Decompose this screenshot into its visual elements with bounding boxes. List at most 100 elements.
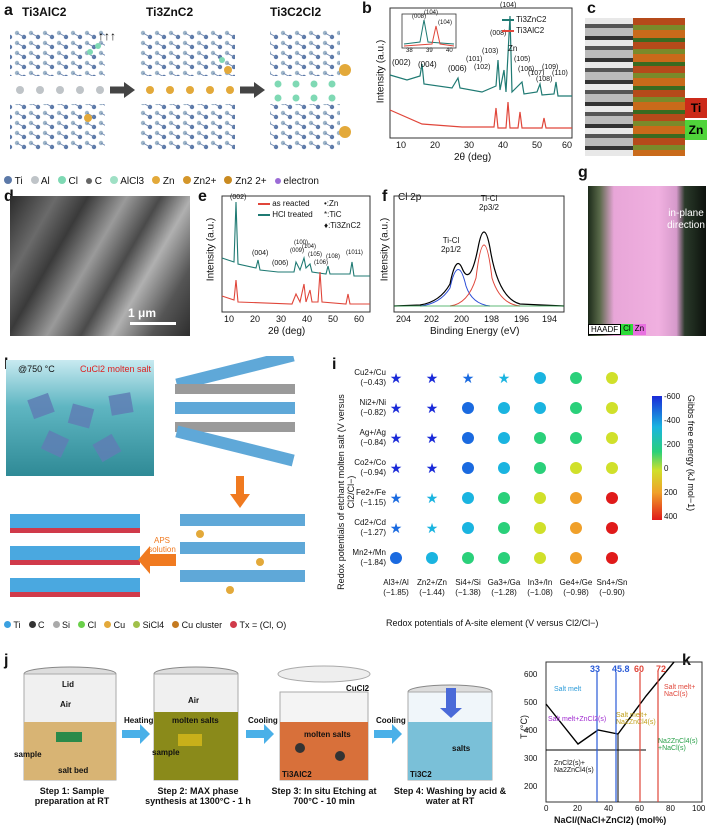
xrd-e-peak-104: (104) <box>302 244 317 250</box>
legend-h-cu: Cu <box>104 620 125 630</box>
region-salt-melt-na2zncl4: Salt melt+ Na2ZnCl4(s) <box>616 712 656 726</box>
step-3-caption: Step 3: In situ Etching at 700°C - 10 mi… <box>271 786 377 806</box>
panel-k-yticks: 200 300 400 500 600 <box>524 670 538 791</box>
heatmap-row-label: Mn2+/Mn (−1.84) <box>352 548 386 567</box>
panel-i-xlabel: Redox potentials of A-site element (V ve… <box>386 618 599 628</box>
heatmap-cell-mark <box>462 522 474 534</box>
heatmap-row-label: Cu2+/Cu (−0.43) <box>354 368 386 387</box>
panel-b-xlabel: 2θ (deg) <box>454 152 492 163</box>
xrd-peak-101: (101) <box>466 56 483 63</box>
step-2-caption: Step 2: MAX phase synthesis at 1300°C - … <box>145 786 251 806</box>
cucl2-label: CuCl2 <box>346 684 370 693</box>
heatmap-col-label: Ga3+/Ga (−1.28) <box>487 578 521 597</box>
legend-alcl3: AlCl3 <box>109 176 144 187</box>
xrd-e-peak-009: (009) <box>290 248 305 254</box>
xrd-peak-109: (109) <box>542 64 559 71</box>
heatmap-cell-mark: ★ <box>390 370 403 386</box>
heatmap-cell-mark <box>570 402 582 414</box>
xrd-peak-008: (008) <box>490 30 507 37</box>
heatmap-col-label: Al3+/Al (−1.85) <box>383 578 409 597</box>
panel-j-label: j <box>4 652 9 669</box>
panel-a-label: a <box>4 2 13 19</box>
heatmap-cell-mark <box>462 492 474 504</box>
panel-b-legend: Ti3ZnC2 Ti3AlC2 <box>502 14 546 36</box>
sample-label-2: sample <box>152 748 180 757</box>
heatmap-col-label: In3+/In (−1.08) <box>527 578 553 597</box>
heatmap-cell-mark <box>534 522 546 534</box>
inset-peak-008: (008) <box>412 14 427 20</box>
panel-k-phase-diagram <box>545 661 703 803</box>
marker-45-8-label: 45.8 <box>612 664 630 674</box>
xrd-peak-006: (006) <box>448 64 467 73</box>
heatmap-cell-mark <box>534 462 546 474</box>
xrd-e-peak-002: (002) <box>230 194 247 201</box>
cl-atom-row <box>274 80 336 102</box>
heatmap-cell-mark: ★ <box>426 520 439 536</box>
legend-h-ti: Ti <box>4 620 21 630</box>
heatmap-cell-mark: ★ <box>426 490 439 506</box>
xrd-e-peak-100: (100) <box>294 240 309 246</box>
heatmap-cell-mark <box>570 372 582 384</box>
legend-ti-box: Ti <box>685 98 707 118</box>
panel-k-label: k <box>682 652 691 669</box>
step-1-caption: Step 1: Sample preparation at RT <box>34 786 110 806</box>
heatmap-cell-mark: ★ <box>390 460 403 476</box>
panel-a-crystal-diagram: ↑↑↑ <box>10 29 351 150</box>
heatmap-cell-mark <box>462 462 474 474</box>
molten-salts-label-1: molten salts <box>172 716 219 725</box>
xrd-e-peak-105: (105) <box>308 252 323 258</box>
panel-k-ylabel: T (°C) <box>519 715 529 739</box>
heatmap-cell-mark <box>570 492 582 504</box>
xrd-peak-002: (002) <box>392 58 411 67</box>
marker-60-label: 60 <box>634 664 645 674</box>
heatmap-col-label: Sn4+/Sn (−0.90) <box>596 578 628 597</box>
xrd-hcl-treated-line <box>221 201 370 277</box>
heatmap-cell-mark <box>498 492 510 504</box>
panel-e-xlabel: 2θ (deg) <box>268 326 306 337</box>
heatmap-cell-mark <box>426 552 438 564</box>
ti3c2-label: Ti3C2 <box>410 770 432 779</box>
legend-c: C <box>85 176 102 187</box>
temperature-label: @750 °C <box>18 364 55 374</box>
heatmap-col-label: Ge4+/Ge (−0.98) <box>559 578 593 597</box>
panel-k: k 33 45.8 60 72 Salt melt Salt melt+ NaC… <box>518 652 708 826</box>
air-label-1: Air <box>60 700 72 709</box>
heatmap-row-label: Fe2+/Fe (−1.15) <box>355 488 386 507</box>
inset-tick-38: 38 <box>406 48 413 54</box>
legend-zn2-2plus: Zn2 2+ <box>224 176 267 187</box>
heatmap-cell-mark <box>606 462 618 474</box>
lid-label: Lid <box>62 680 74 689</box>
heatmap-row-labels: Cu2+/Cu (−0.43) Ni2+/Ni (−0.82) Ag+/Ag (−0.84… <box>340 356 386 616</box>
legend-h-cl: Cl <box>78 620 96 630</box>
heatmap-cell-mark <box>534 402 546 414</box>
heatmap-cell-mark <box>606 522 618 534</box>
heatmap-cell-mark <box>498 552 510 564</box>
heatmap-cell-mark <box>606 552 618 564</box>
panel-e-xrd-chart <box>221 195 371 313</box>
xrd-peak-104: (104) <box>500 2 517 9</box>
panel-k-xlabel: NaCl/(NaCl+ZnCl2) (mol%) <box>554 815 667 825</box>
legend-electron: electron <box>274 176 319 187</box>
title-ti3c2cl2: Ti3C2Cl2 <box>270 5 322 19</box>
panel-a: a Ti3AlC2 Ti3ZnC2 Ti3C2Cl2 ↑↑↑ <box>0 0 355 205</box>
heatmap-cell-mark: ★ <box>462 370 475 386</box>
xrd-e-peak-106: (106) <box>314 260 329 266</box>
panel-j-process-diagram <box>23 665 493 781</box>
eds-map-image <box>633 18 685 156</box>
haadf-image <box>585 18 633 156</box>
panel-e-markers: •:Zn *:TiC ♦:Ti3ZnC2 <box>324 199 361 230</box>
legend-zn-box: Zn <box>685 120 707 140</box>
xrd-e-peak-004: (004) <box>252 250 269 257</box>
aps-solution-label: APS solution <box>148 536 176 554</box>
xps-envelope <box>393 231 565 307</box>
heatmap-row-label: Cd2+/Cd (−1.27) <box>354 518 386 537</box>
panel-g: g in-plane direction HAADF Cl Zn <box>574 164 708 340</box>
xrd-peak-108: (108) <box>536 76 553 83</box>
eds-overlay-image <box>588 186 706 336</box>
heatmap-cell-mark: ★ <box>426 430 439 446</box>
xps-peak-2p1-2: Ti-Cl 2p1/2 <box>440 236 462 254</box>
panel-b: b (002) (004) (006) (101) (102) (103) (1… <box>362 0 582 170</box>
heating-arrow-label: Heating <box>124 716 154 725</box>
region-salt-melt-zncl2: Salt melt+ZnCl2(s) <box>548 716 607 723</box>
heatmap-cell-mark <box>462 552 474 564</box>
